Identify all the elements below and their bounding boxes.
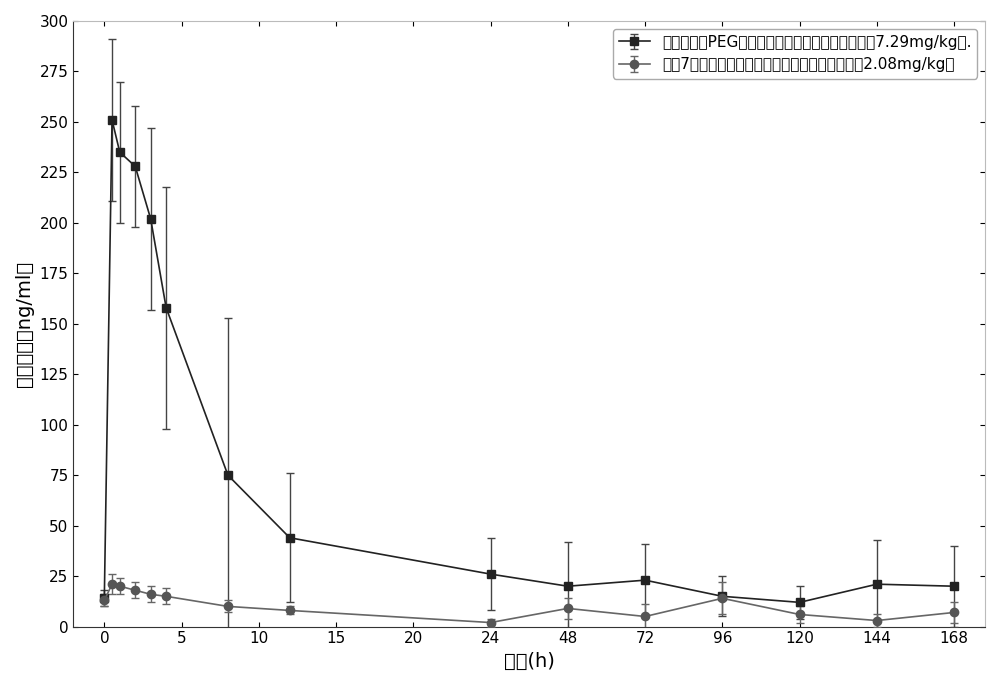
X-axis label: 时间(h): 时间(h) — [504, 652, 555, 671]
Legend: 肌肉注射经PEG修饰的黄体酮纳米粒药时曲线图（7.29mg/kg）., 重复7天肌肉注射市售黄体酮油溶液药时曲线图（2.08mg/kg）: 肌肉注射经PEG修饰的黄体酮纳米粒药时曲线图（7.29mg/kg）., 重复7天… — [613, 29, 977, 78]
Y-axis label: 血药浓度（ng/ml）: 血药浓度（ng/ml） — [15, 261, 34, 387]
